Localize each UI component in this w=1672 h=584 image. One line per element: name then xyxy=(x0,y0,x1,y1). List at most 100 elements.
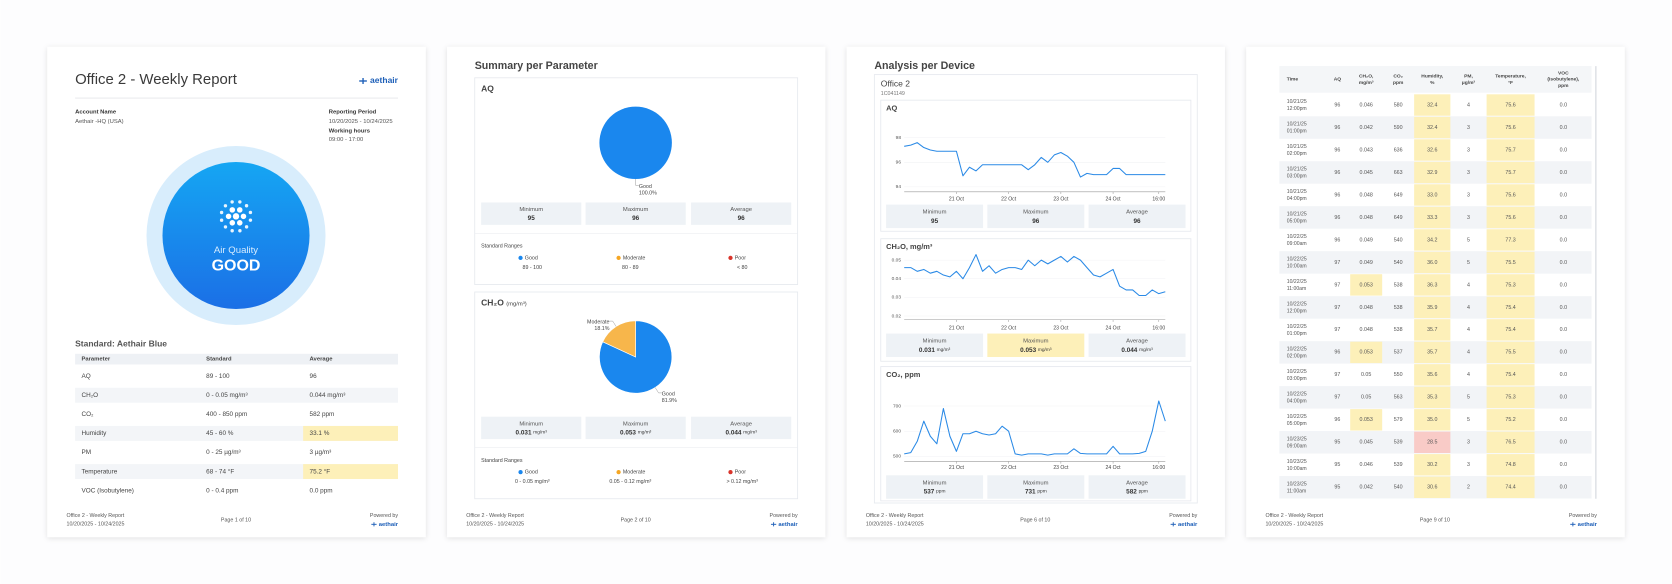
range-dot xyxy=(616,469,621,475)
section-title: Standard: Aethair Blue xyxy=(75,338,167,348)
cell-highlight xyxy=(1414,206,1451,229)
table-cell: 75.7 xyxy=(1505,170,1515,176)
column-header: °F xyxy=(1508,80,1513,86)
table-cell: 0 - 25 µg/m³ xyxy=(206,449,241,456)
table-cell: 3 xyxy=(1467,170,1470,176)
stat-label: Maximum xyxy=(1023,210,1049,216)
stat-value: 95 xyxy=(528,215,536,222)
stat-box xyxy=(585,202,686,225)
cell-highlight xyxy=(1486,184,1535,206)
cell-highlight xyxy=(1414,409,1451,431)
table-cell: 400 - 850 ppm xyxy=(206,411,247,418)
y-tick-label: 98 xyxy=(896,135,902,141)
table-cell: AQ xyxy=(81,373,90,380)
cell-highlight xyxy=(1486,251,1535,274)
stat-value: 96 xyxy=(1032,218,1040,225)
table-cell: 0.0 xyxy=(1560,102,1567,108)
table-cell: 5 xyxy=(1467,417,1470,423)
table-cell: 540 xyxy=(1394,237,1403,243)
stat-value: 0.044 mg/m³ xyxy=(1121,347,1153,354)
table-cell: 97 xyxy=(1334,282,1340,288)
table-cell: 33.3 xyxy=(1427,215,1437,221)
table-cell: 0.046 xyxy=(1360,102,1373,108)
stat-number: 0.044 xyxy=(726,429,742,436)
stat-number: 96 xyxy=(1134,218,1142,225)
table-cell: 3 xyxy=(1467,147,1470,153)
stat-label: Minimum xyxy=(519,207,543,213)
time-cell: 10/22/25 xyxy=(1287,391,1307,397)
range-name: Moderate xyxy=(623,255,645,261)
card-title: CH₂O (mg/m³) xyxy=(481,298,527,308)
column-header: % xyxy=(1430,80,1435,86)
range-dot xyxy=(728,255,733,261)
table-cell: 579 xyxy=(1394,417,1403,423)
stat-box xyxy=(1088,204,1186,229)
table-cell: 74.4 xyxy=(1505,485,1515,491)
table-cell: 96 xyxy=(1334,102,1340,108)
table-cell: Temperature xyxy=(81,468,117,475)
table-cell: 75.4 xyxy=(1505,372,1515,378)
x-tick-label: 21 Oct xyxy=(949,197,965,203)
stat-number: 95 xyxy=(931,218,939,225)
table-cell: 2 xyxy=(1467,485,1470,491)
stat-box xyxy=(481,202,582,225)
stat-box xyxy=(691,202,792,225)
column-header: Time xyxy=(1287,77,1299,83)
icon-dot xyxy=(236,220,243,226)
powered-by: Powered by xyxy=(1169,513,1197,519)
table-cell: 0.049 xyxy=(1360,237,1373,243)
time-cell: 10/22/25 xyxy=(1287,257,1307,263)
cell-highlight xyxy=(1414,139,1451,161)
table-cell: 97 xyxy=(1334,395,1340,401)
icon-dot xyxy=(230,200,234,204)
range-name: Poor xyxy=(735,470,746,476)
table-cell: 75.2 xyxy=(1505,417,1515,423)
table-cell: 0.048 xyxy=(1360,327,1373,333)
table-cell: 97 xyxy=(1334,305,1340,311)
gauge-icon xyxy=(219,200,253,233)
ranges-title: Standard Ranges xyxy=(481,244,523,250)
table-cell: 45 - 60 % xyxy=(206,430,234,437)
card-title-text: AQ xyxy=(481,84,494,94)
cell-highlight xyxy=(1414,319,1451,341)
time-cell: 10/22/25 xyxy=(1287,301,1307,307)
cell-highlight xyxy=(1414,184,1451,206)
time-cell: 10/23/25 xyxy=(1287,481,1307,487)
time-cell: 03:00pm xyxy=(1287,174,1307,180)
table-cell: 0.053 xyxy=(1360,350,1373,356)
time-cell: 10:00am xyxy=(1287,466,1307,472)
time-cell: 10/22/25 xyxy=(1287,369,1307,375)
footer-dates: 10/20/2025 - 10/24/2025 xyxy=(866,522,924,528)
table-cell: 96 xyxy=(1334,350,1340,356)
table-cell: 3 xyxy=(1467,462,1470,468)
table-cell: 33.1 % xyxy=(310,430,330,437)
table-cell: 0.0 xyxy=(1560,192,1567,198)
range-dot xyxy=(518,255,523,261)
column-header: ppm xyxy=(1393,81,1404,86)
time-cell: 02:00pm xyxy=(1287,353,1307,359)
table-cell: 537 xyxy=(1394,350,1403,356)
y-tick-label: 94 xyxy=(896,184,902,190)
table-cell: 97 xyxy=(1334,260,1340,266)
table-cell: 3 µg/m³ xyxy=(310,449,332,456)
y-tick-label: 500 xyxy=(893,454,901,460)
data-line xyxy=(904,400,1166,456)
table-cell: 76.5 xyxy=(1505,440,1515,446)
icon-dot xyxy=(240,213,247,220)
stat-unit: mg/m³ xyxy=(743,430,757,436)
x-tick-label: 22 Oct xyxy=(1001,197,1017,203)
table-cell: 95 xyxy=(1334,485,1340,491)
page-number: Page 6 of 10 xyxy=(1020,517,1050,523)
column-header: CO₂ xyxy=(1393,73,1403,79)
footer-title: Office 2 - Weekly Report xyxy=(67,513,125,519)
icon-dot xyxy=(225,213,232,220)
table-cell: 96 xyxy=(1334,215,1340,221)
stat-label: Maximum xyxy=(623,207,649,213)
logo-icon xyxy=(770,522,777,527)
table-cell: 4 xyxy=(1467,372,1470,378)
stat-label: Maximum xyxy=(623,421,649,427)
stat-box xyxy=(987,204,1085,229)
table-cell: 0.05 xyxy=(1361,395,1371,401)
column-header: Standard xyxy=(206,357,232,363)
table-cell: 35.3 xyxy=(1427,395,1437,401)
